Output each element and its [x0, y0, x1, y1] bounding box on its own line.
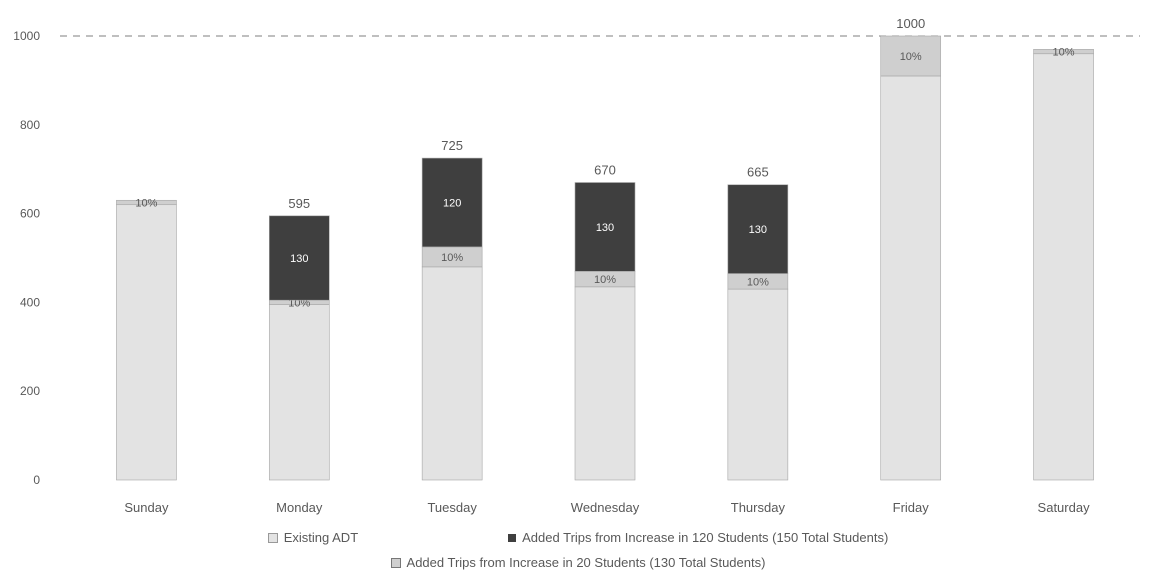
bar-added-20-friday: [880, 35, 942, 77]
data-label-added-20: 10%: [441, 252, 463, 264]
bar-added-120-monday: [268, 215, 330, 301]
legend-swatch-added-20: [390, 557, 401, 568]
bar-existing-thursday: [727, 288, 789, 481]
data-label-added-120: 130: [596, 222, 614, 234]
y-tick-label: 0: [33, 473, 40, 487]
x-category-label: Saturday: [1038, 500, 1091, 515]
legend-swatch-added-120: [508, 533, 517, 542]
legend-row-2: Added Trips from Increase in 20 Students…: [0, 555, 1156, 570]
data-label-added-20: 10%: [594, 274, 616, 286]
y-tick-label: 600: [20, 207, 40, 221]
bar-existing-tuesday: [421, 266, 483, 481]
data-label-added-20: 10%: [135, 198, 157, 210]
bar-added-20-saturday: [1033, 49, 1094, 55]
legend-item-existing-adt: Existing ADT: [267, 530, 359, 545]
legend-item-added-120: Added Trips from Increase in 120 Student…: [508, 530, 888, 545]
bar-added-20-sunday: [116, 199, 177, 206]
x-category-label: Sunday: [124, 500, 169, 515]
legend-swatch-existing: [267, 532, 278, 543]
x-category-label: Monday: [276, 500, 323, 515]
data-label-added-20: 10%: [747, 276, 769, 288]
data-label-added-120: 120: [443, 198, 461, 210]
bar-added-120-wednesday: [574, 182, 636, 272]
y-tick-label: 200: [20, 384, 40, 398]
total-label: 1000: [896, 16, 925, 31]
bar-existing-saturday: [1033, 53, 1094, 481]
data-label-added-20: 10%: [1053, 47, 1075, 59]
bar-existing-friday: [880, 75, 942, 481]
y-tick-label: 800: [20, 118, 40, 132]
data-label-added-20: 10%: [900, 51, 922, 63]
bar-existing-wednesday: [574, 286, 636, 481]
total-label: 725: [441, 138, 463, 153]
legend-label-existing: Existing ADT: [283, 530, 359, 545]
x-category-label: Tuesday: [427, 500, 477, 515]
bar-existing-monday: [268, 304, 330, 481]
bar-existing-sunday: [116, 204, 177, 481]
legend-item-added-20: Added Trips from Increase in 20 Students…: [390, 555, 766, 570]
legend-row-1: Existing ADT Added Trips from Increase i…: [0, 530, 1156, 545]
stacked-bar-chart: 0 200 400 600 800 1000 10% Sunday 10% 130 595 Monda…: [13, 16, 1140, 515]
data-label-added-120: 130: [290, 253, 308, 265]
bar-added-120-tuesday: [421, 157, 483, 248]
legend-label-added-20: Added Trips from Increase in 20 Students…: [406, 555, 766, 570]
y-tick-label: 1000: [13, 29, 40, 43]
total-label: 670: [594, 163, 616, 178]
data-label-added-120: 130: [749, 224, 767, 236]
total-label: 595: [288, 196, 310, 211]
bar-added-120-thursday: [727, 184, 789, 274]
x-category-label: Thursday: [731, 500, 786, 515]
x-category-label: Wednesday: [571, 500, 640, 515]
legend-label-added-120: Added Trips from Increase in 120 Student…: [522, 530, 889, 545]
total-label: 665: [747, 165, 769, 180]
y-tick-label: 400: [20, 295, 40, 309]
x-category-label: Friday: [893, 500, 930, 515]
